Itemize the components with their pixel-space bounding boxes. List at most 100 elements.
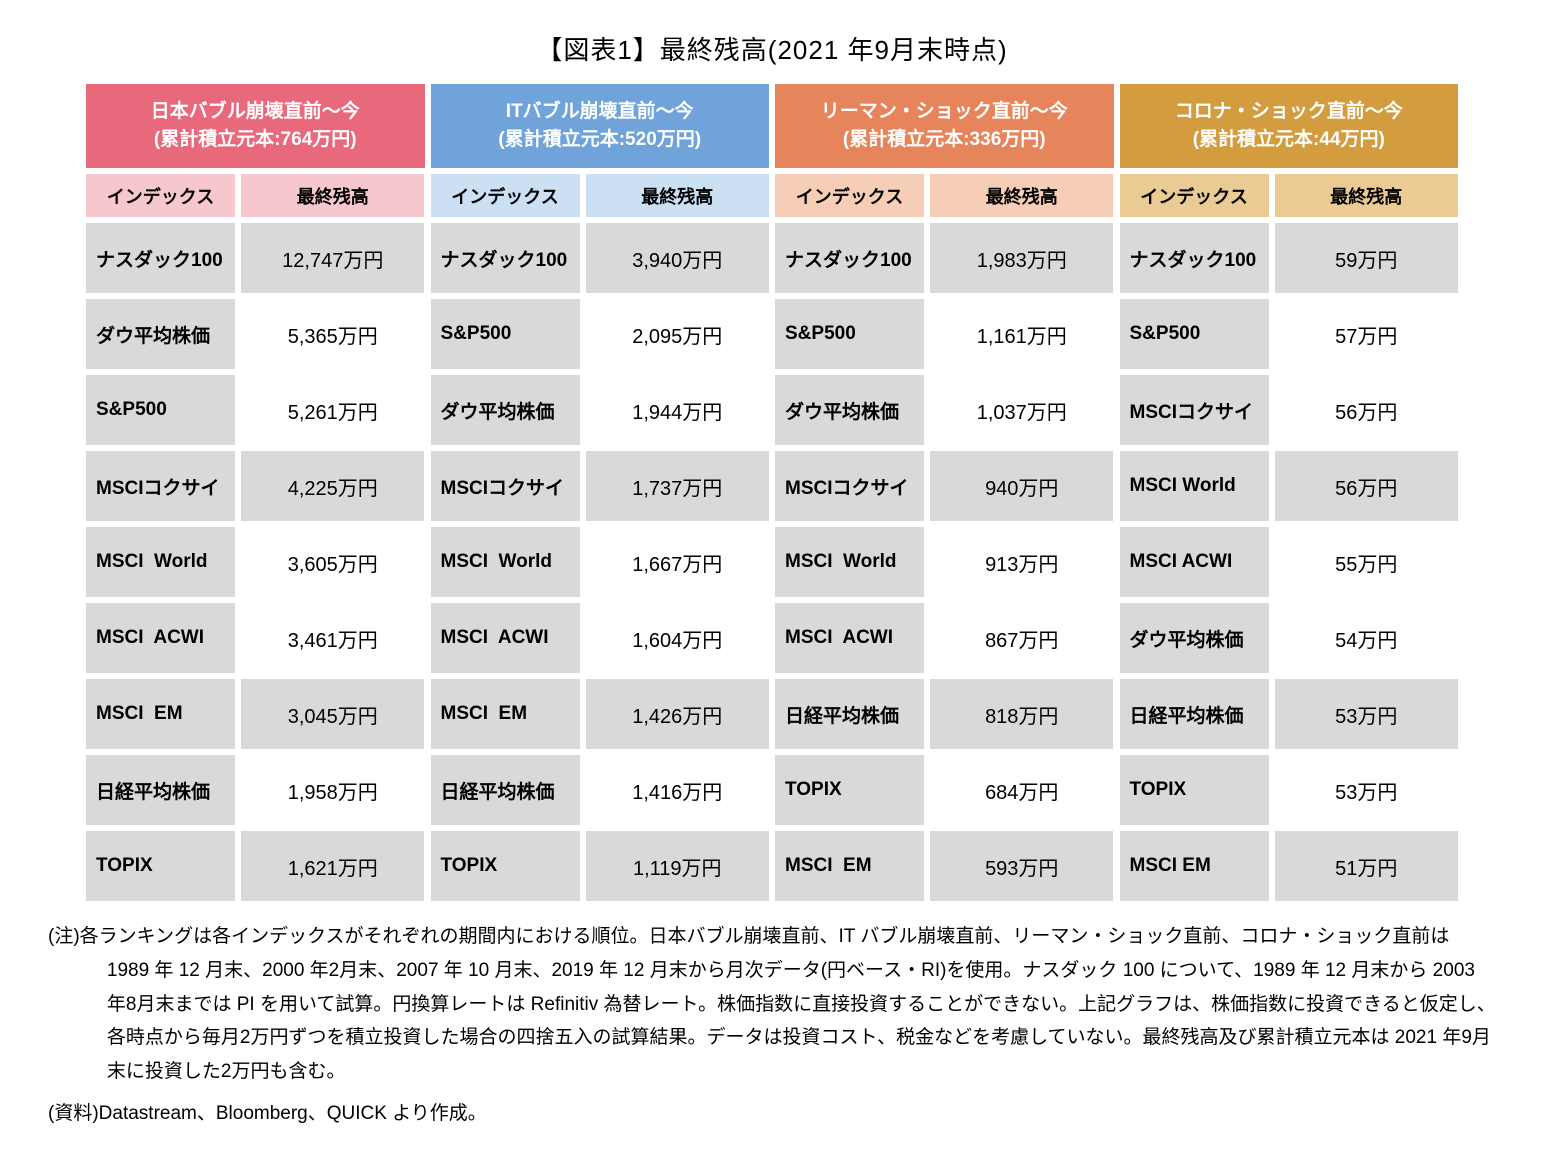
index-name-cell: TOPIX xyxy=(427,828,583,904)
group-rows: ナスダック100 59万円 S&P500 57万円 MSCIコクサイ 56万円 … xyxy=(1116,220,1462,904)
table-row: MSCI ACWI 55万円 xyxy=(1116,524,1462,600)
balance-value-cell: 818万円 xyxy=(927,676,1117,752)
index-name-cell: MSCI World xyxy=(772,524,928,600)
column-header-balance: 最終残高 xyxy=(1271,171,1461,220)
group-rows: ナスダック100 3,940万円 S&P500 2,095万円 ダウ平均株価 1… xyxy=(427,220,773,904)
index-name-cell: S&P500 xyxy=(1116,296,1272,372)
table-row: MSCI EM 1,426万円 xyxy=(427,676,773,752)
index-name-cell: 日経平均株価 xyxy=(772,676,928,752)
column-header-row: インデックス 最終残高 xyxy=(427,171,773,220)
table-row: TOPIX 53万円 xyxy=(1116,752,1462,828)
balance-value-cell: 940万円 xyxy=(927,448,1117,524)
table-row: MSCI World 913万円 xyxy=(772,524,1117,600)
balance-value-cell: 4,225万円 xyxy=(238,448,428,524)
index-name-cell: ナスダック100 xyxy=(772,220,928,296)
index-name-cell: MSCIコクサイ xyxy=(427,448,583,524)
table-row: MSCI World 3,605万円 xyxy=(83,524,428,600)
balance-value-cell: 57万円 xyxy=(1271,296,1461,372)
period-group-lehman-shock: リーマン・ショック直前〜今 (累計積立元本:336万円) インデックス 最終残高… xyxy=(772,81,1117,904)
index-name-cell: 日経平均株価 xyxy=(427,752,583,828)
balance-value-cell: 3,605万円 xyxy=(238,524,428,600)
table-row: 日経平均株価 1,958万円 xyxy=(83,752,428,828)
index-name-cell: 日経平均株価 xyxy=(83,752,239,828)
table-row: TOPIX 1,119万円 xyxy=(427,828,773,904)
index-name-cell: MSCI World xyxy=(427,524,583,600)
column-header-row: インデックス 最終残高 xyxy=(772,171,1117,220)
figure-title: 【図表1】最終残高(2021 年9月末時点) xyxy=(536,35,1008,65)
group-header: 日本バブル崩壊直前〜今 (累計積立元本:764万円) xyxy=(83,81,428,171)
table-row: S&P500 2,095万円 xyxy=(427,296,773,372)
index-name-cell: MSCI EM xyxy=(1116,828,1272,904)
balance-value-cell: 1,604万円 xyxy=(582,600,772,676)
table-row: MSCI EM 51万円 xyxy=(1116,828,1462,904)
column-header-index: インデックス xyxy=(1116,171,1272,220)
index-name-cell: ダウ平均株価 xyxy=(772,372,928,448)
balance-value-cell: 1,426万円 xyxy=(582,676,772,752)
index-name-cell: MSCIコクサイ xyxy=(1116,372,1272,448)
index-name-cell: MSCI World xyxy=(83,524,239,600)
table-row: ダウ平均株価 1,037万円 xyxy=(772,372,1117,448)
index-name-cell: ダウ平均株価 xyxy=(83,296,239,372)
period-group-japan-bubble: 日本バブル崩壊直前〜今 (累計積立元本:764万円) インデックス 最終残高 ナ… xyxy=(83,81,428,904)
index-name-cell: ナスダック100 xyxy=(1116,220,1272,296)
index-name-cell: MSCI EM xyxy=(83,676,239,752)
group-header: コロナ・ショック直前〜今 (累計積立元本:44万円) xyxy=(1116,81,1461,171)
table-row: MSCIコクサイ 1,737万円 xyxy=(427,448,773,524)
balance-value-cell: 3,045万円 xyxy=(238,676,428,752)
balance-value-cell: 5,365万円 xyxy=(238,296,428,372)
table-row: MSCI ACWI 3,461万円 xyxy=(83,600,428,676)
balance-value-cell: 53万円 xyxy=(1271,676,1461,752)
table-row: MSCI World 1,667万円 xyxy=(427,524,773,600)
table-row: 日経平均株価 53万円 xyxy=(1116,676,1462,752)
balance-value-cell: 56万円 xyxy=(1271,448,1461,524)
balance-value-cell: 12,747万円 xyxy=(238,220,428,296)
index-name-cell: ダウ平均株価 xyxy=(427,372,583,448)
group-rows: ナスダック100 12,747万円 ダウ平均株価 5,365万円 S&P500 … xyxy=(83,220,428,904)
period-group-it-bubble: ITバブル崩壊直前〜今 (累計積立元本:520万円) インデックス 最終残高 ナ… xyxy=(427,81,773,904)
balance-value-cell: 1,621万円 xyxy=(238,828,428,904)
table-row: MSCIコクサイ 56万円 xyxy=(1116,372,1462,448)
balance-value-cell: 1,161万円 xyxy=(927,296,1117,372)
group-principal-label: (累計積立元本:764万円) xyxy=(153,129,357,150)
table-row: TOPIX 1,621万円 xyxy=(83,828,428,904)
group-principal-label: (累計積立元本:520万円) xyxy=(498,129,702,150)
period-group-corona-shock: コロナ・ショック直前〜今 (累計積立元本:44万円) インデックス 最終残高 ナ… xyxy=(1116,81,1462,904)
balance-value-cell: 3,461万円 xyxy=(238,600,428,676)
table-row: 日経平均株価 818万円 xyxy=(772,676,1117,752)
footnotes: (注)各ランキングは各インデックスがそれぞれの期間内における順位。日本バブル崩壊… xyxy=(48,920,1496,1131)
table-row: MSCI ACWI 1,604万円 xyxy=(427,600,773,676)
balance-value-cell: 1,416万円 xyxy=(582,752,772,828)
group-rows: ナスダック100 1,983万円 S&P500 1,161万円 ダウ平均株価 1… xyxy=(772,220,1117,904)
balance-value-cell: 684万円 xyxy=(927,752,1117,828)
group-period-label: リーマン・ショック直前〜今 xyxy=(820,100,1068,122)
index-name-cell: MSCI ACWI xyxy=(427,600,583,676)
balance-value-cell: 1,037万円 xyxy=(927,372,1117,448)
index-name-cell: MSCI EM xyxy=(427,676,583,752)
group-header: ITバブル崩壊直前〜今 (累計積立元本:520万円) xyxy=(427,81,772,171)
table-row: TOPIX 684万円 xyxy=(772,752,1117,828)
table-row: MSCIコクサイ 940万円 xyxy=(772,448,1117,524)
balance-value-cell: 913万円 xyxy=(927,524,1117,600)
balance-value-cell: 59万円 xyxy=(1271,220,1461,296)
table-row: ダウ平均株価 1,944万円 xyxy=(427,372,773,448)
group-header: リーマン・ショック直前〜今 (累計積立元本:336万円) xyxy=(772,81,1117,171)
balance-value-cell: 55万円 xyxy=(1271,524,1461,600)
index-name-cell: MSCI ACWI xyxy=(83,600,239,676)
table-row: S&P500 5,261万円 xyxy=(83,372,428,448)
index-name-cell: MSCI World xyxy=(1116,448,1272,524)
group-period-label: 日本バブル崩壊直前〜今 xyxy=(150,100,360,122)
column-header-balance: 最終残高 xyxy=(582,171,772,220)
balance-value-cell: 53万円 xyxy=(1271,752,1461,828)
column-header-balance: 最終残高 xyxy=(238,171,428,220)
balance-value-cell: 1,944万円 xyxy=(582,372,772,448)
table-row: S&P500 57万円 xyxy=(1116,296,1462,372)
group-period-label: ITバブル崩壊直前〜今 xyxy=(505,100,694,122)
index-name-cell: MSCI ACWI xyxy=(772,600,928,676)
index-name-cell: MSCI ACWI xyxy=(1116,524,1272,600)
balance-value-cell: 1,119万円 xyxy=(582,828,772,904)
column-header-index: インデックス xyxy=(83,171,239,220)
index-name-cell: TOPIX xyxy=(772,752,928,828)
column-header-index: インデックス xyxy=(772,171,928,220)
table-row: MSCI ACWI 867万円 xyxy=(772,600,1117,676)
